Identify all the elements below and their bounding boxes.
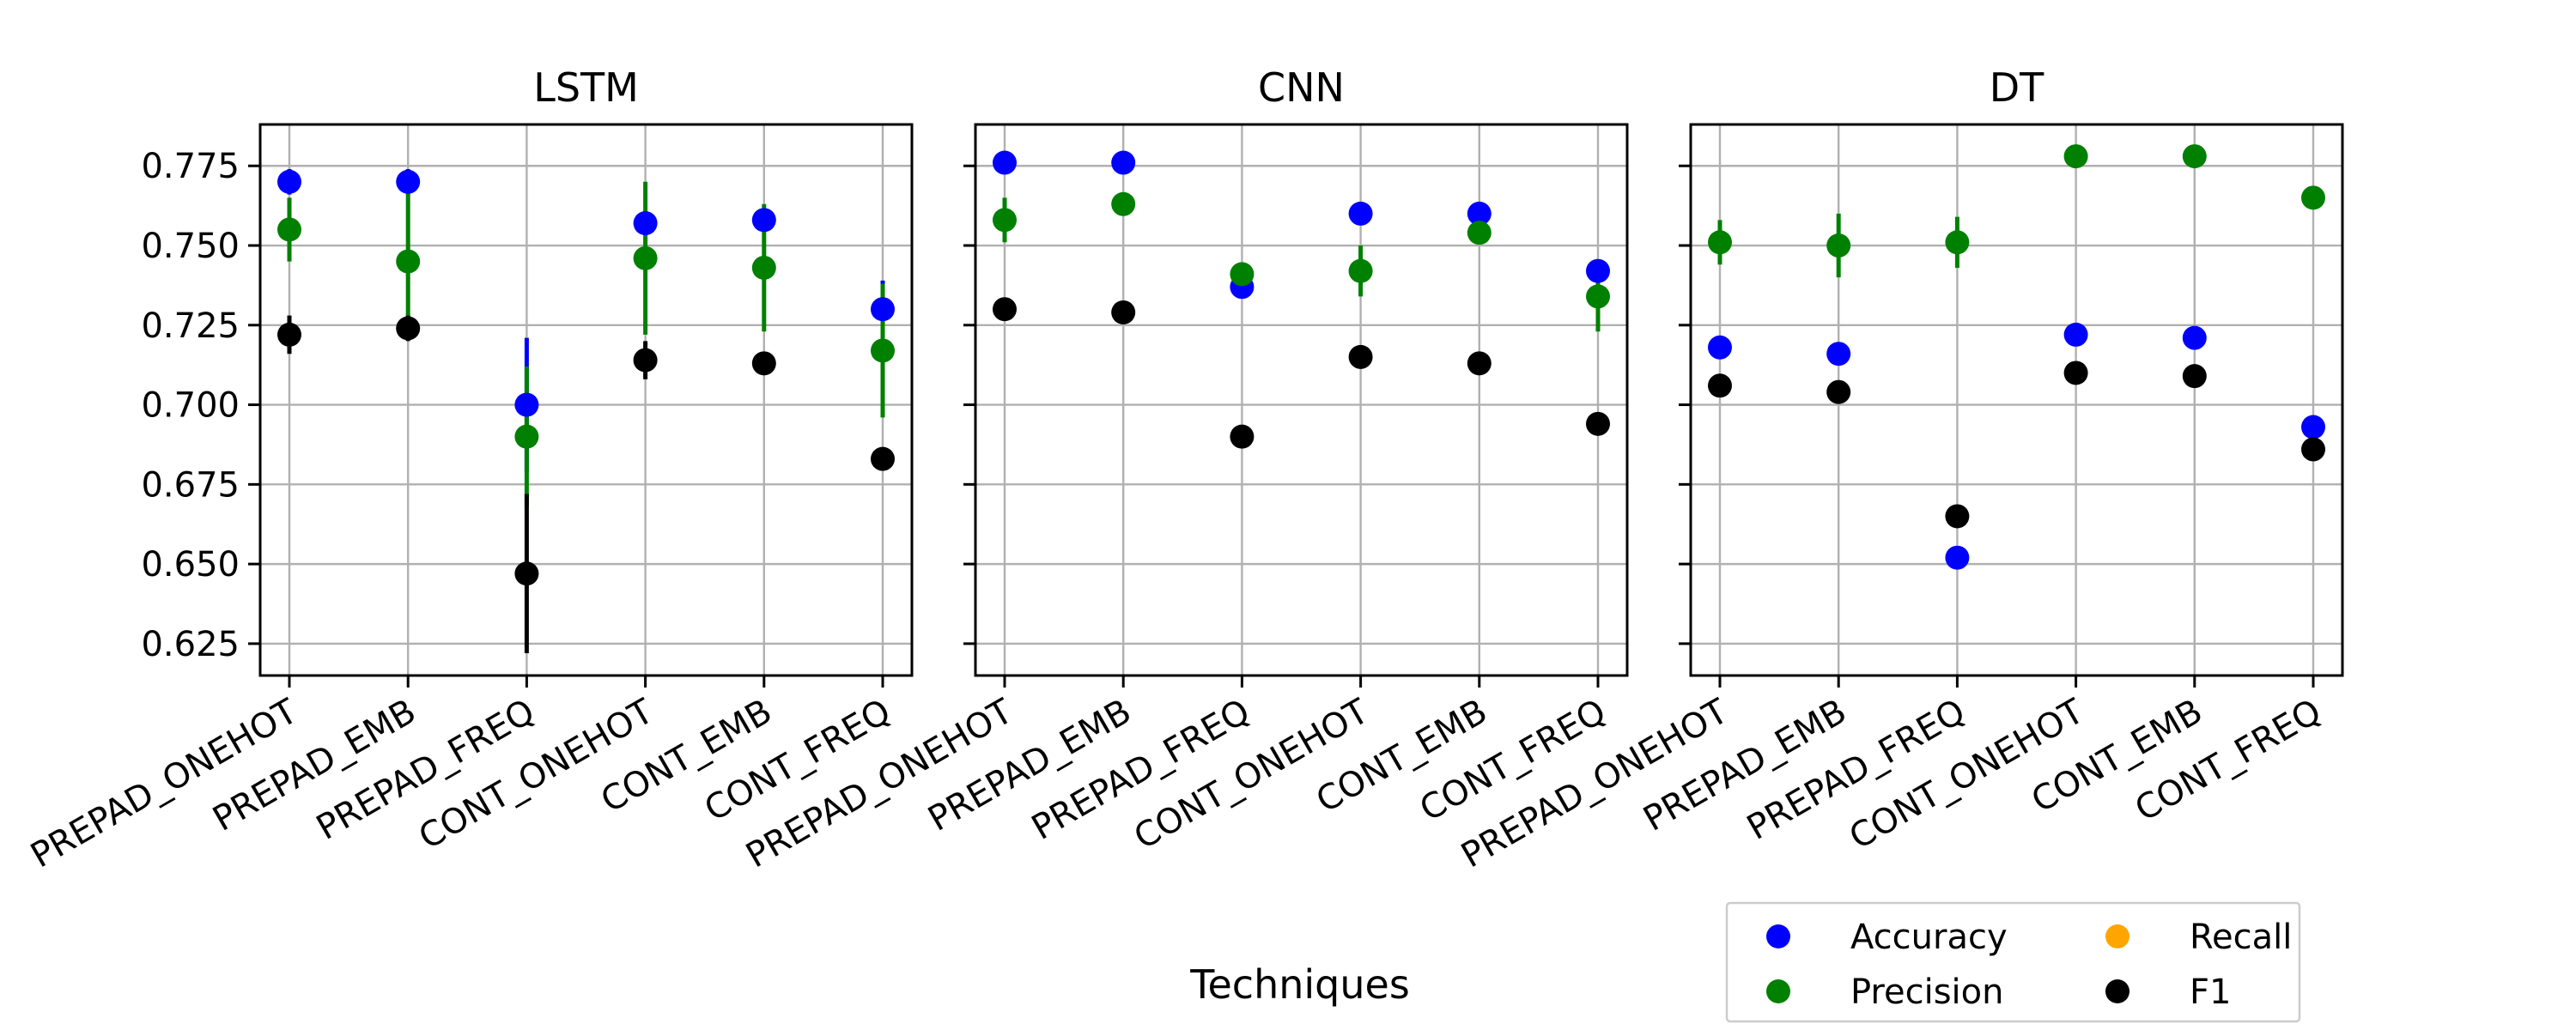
precision-point: [633, 245, 658, 270]
y-tick-label: 0.650: [141, 545, 240, 585]
plot-frame: [1689, 123, 2344, 677]
legend: Accuracy Recall Precision F1: [1725, 901, 2301, 1023]
precision-point: [2301, 185, 2325, 210]
accuracy-point: [1826, 342, 1851, 367]
precision-point: [1586, 284, 1610, 309]
f1-point: [1348, 344, 1373, 369]
legend-label-precision: Precision: [1850, 972, 2003, 1012]
accuracy-point: [396, 169, 421, 194]
legend-label-f1: F1: [2190, 972, 2231, 1012]
panel-title: CNN: [1258, 64, 1345, 111]
y-tick-label: 0.675: [141, 465, 240, 505]
precision-point: [993, 208, 1017, 233]
f1-point: [1945, 504, 1970, 529]
f1-point: [871, 446, 895, 471]
precision-point: [2182, 144, 2207, 169]
legend-frame: [1725, 901, 2301, 1023]
y-tick-label: 0.775: [141, 147, 240, 186]
f1-point: [2182, 364, 2207, 389]
f1-point: [1708, 373, 1732, 398]
plot-frame: [974, 123, 1629, 677]
plot-frame: [258, 123, 914, 677]
legend-marker-precision: [1766, 979, 1790, 1003]
f1-point: [633, 348, 658, 373]
panel-title: DT: [1990, 64, 2044, 111]
accuracy-point: [277, 169, 301, 194]
accuracy-point: [2063, 322, 2088, 347]
precision-point: [1348, 258, 1373, 283]
f1-point: [751, 351, 776, 376]
precision-point: [514, 424, 539, 449]
accuracy-point: [1945, 545, 1970, 570]
legend-label-recall: Recall: [2190, 918, 2292, 957]
y-tick-label: 0.625: [141, 625, 240, 664]
accuracy-point: [633, 211, 658, 236]
legend-marker-accuracy: [1766, 924, 1790, 948]
y-tick-label: 0.725: [141, 306, 240, 346]
precision-point: [277, 217, 301, 242]
f1-point: [993, 297, 1017, 322]
accuracy-point: [514, 392, 539, 417]
accuracy-point: [1467, 201, 1492, 226]
precision-point: [871, 338, 895, 363]
x-axis-label: Techniques: [1189, 961, 1410, 1008]
f1-point: [1467, 351, 1492, 376]
y-tick-label: 0.750: [141, 227, 240, 266]
f1-point: [1586, 411, 1610, 436]
precision-point: [1111, 191, 1136, 216]
accuracy-point: [1111, 150, 1136, 175]
f1-point: [2301, 437, 2325, 462]
f1-point: [1826, 379, 1851, 404]
precision-point: [396, 249, 421, 274]
f1-point: [1111, 300, 1136, 324]
precision-point: [1708, 230, 1732, 255]
accuracy-point: [751, 208, 776, 233]
precision-point: [1230, 262, 1255, 287]
precision-point: [1826, 233, 1851, 258]
accuracy-point: [1586, 258, 1610, 283]
f1-point: [514, 561, 539, 586]
legend-label-accuracy: Accuracy: [1850, 918, 2008, 957]
f1-point: [396, 316, 421, 341]
precision-point: [2063, 144, 2088, 169]
accuracy-point: [1348, 201, 1373, 226]
accuracy-point: [871, 297, 895, 322]
accuracy-point: [1708, 335, 1732, 360]
precision-point: [1945, 230, 1970, 255]
precision-point: [1467, 221, 1492, 245]
f1-point: [1230, 424, 1255, 449]
legend-marker-f1: [2105, 979, 2129, 1003]
accuracy-point: [2301, 415, 2325, 439]
f1-point: [277, 322, 301, 347]
y-tick-label: 0.700: [141, 386, 240, 426]
f1-point: [2063, 360, 2088, 385]
accuracy-point: [993, 150, 1017, 175]
accuracy-point: [2182, 325, 2207, 350]
legend-marker-recall: [2105, 924, 2129, 948]
precision-point: [751, 255, 776, 280]
panel-title: LSTM: [533, 64, 639, 111]
